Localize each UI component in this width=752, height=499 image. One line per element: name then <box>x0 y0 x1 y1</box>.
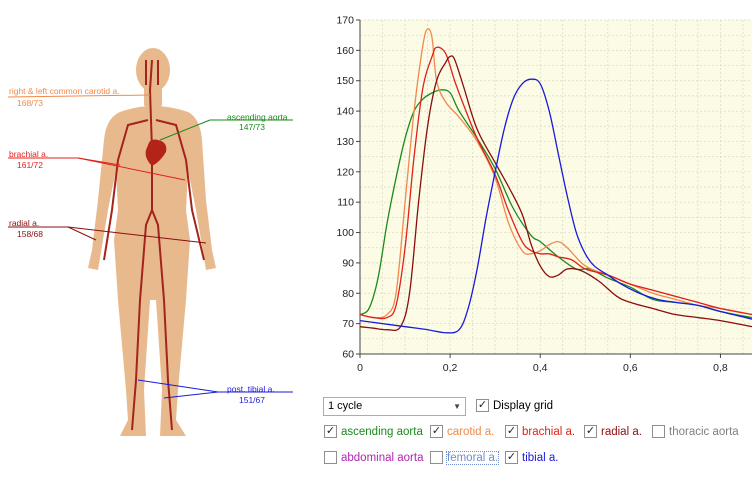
checkbox-abdominal-aorta-box[interactable] <box>324 451 337 464</box>
checkbox-tibial-box[interactable]: ✓ <box>505 451 518 464</box>
brachial-pointer-line-3 <box>77 157 186 181</box>
checkbox-carotid-label: carotid a. <box>447 426 495 438</box>
checkbox-carotid-box[interactable]: ✓ <box>430 425 443 438</box>
body-illustration-panel: right & left common carotid a. 168/73 as… <box>0 0 320 494</box>
series-line-brachial <box>359 46 752 320</box>
y-tick-label: 70 <box>342 318 354 330</box>
y-tick-label: 110 <box>337 197 354 209</box>
x-tick-label: 0 <box>357 362 363 374</box>
checkbox-femoral[interactable]: femoral a. <box>430 451 500 467</box>
checkbox-femoral-box[interactable] <box>430 451 443 464</box>
artery-network <box>103 59 205 431</box>
brachial-annotation-value: 161/72 <box>17 160 43 170</box>
radial-pointer-line-2 <box>67 226 97 241</box>
radial-pointer-line-3 <box>67 226 207 244</box>
carotid-annotation-name: right & left common carotid a. <box>9 86 120 96</box>
checkbox-radial-box[interactable]: ✓ <box>584 425 597 438</box>
checkbox-radial-label: radial a. <box>601 426 642 438</box>
display-grid-label: Display grid <box>493 400 554 412</box>
y-tick-label: 160 <box>336 45 354 57</box>
y-tick-label: 80 <box>342 288 354 300</box>
checkbox-abdominal-aorta-label: abdominal aorta <box>341 452 424 464</box>
checkbox-ascending-aorta-box[interactable]: ✓ <box>324 425 337 438</box>
checkbox-brachial[interactable]: ✓ brachial a. <box>505 425 575 441</box>
y-tick-label: 130 <box>336 136 354 148</box>
x-tick-label: 0,6 <box>623 362 638 374</box>
checkbox-thoracic-aorta-box[interactable] <box>652 425 665 438</box>
tibial-annotation-name: post. tibial a. <box>227 384 275 394</box>
y-tick-label: 150 <box>336 75 354 87</box>
checkbox-femoral-label: femoral a. <box>445 451 500 465</box>
checkbox-thoracic-aorta-label: thoracic aorta <box>669 426 739 438</box>
checkbox-tibial[interactable]: ✓ tibial a. <box>505 451 558 467</box>
y-tick-label: 90 <box>342 257 354 269</box>
checkbox-ascending-aorta[interactable]: ✓ ascending aorta <box>324 425 423 441</box>
chevron-down-icon[interactable]: ▼ <box>453 402 461 411</box>
series-line-radial <box>359 55 752 332</box>
y-tick-label: 60 <box>342 349 354 361</box>
checkbox-radial[interactable]: ✓ radial a. <box>584 425 642 441</box>
y-tick-label: 140 <box>336 106 354 118</box>
display-grid-checkbox[interactable]: ✓ Display grid <box>476 399 553 415</box>
checkbox-ascending-aorta-label: ascending aorta <box>341 426 423 438</box>
heart-icon <box>145 139 167 166</box>
carotid-annotation-value: 168/73 <box>17 98 43 108</box>
human-body-figure <box>7 48 293 436</box>
brachial-annotation-name: brachial a. <box>9 149 49 159</box>
x-tick-label: 0,4 <box>533 362 548 374</box>
ascending-pointer-line <box>159 119 211 141</box>
y-tick-label: 170 <box>336 15 354 27</box>
display-grid-checkbox-box[interactable]: ✓ <box>476 399 489 412</box>
checkbox-brachial-label: brachial a. <box>522 426 576 438</box>
x-tick-label: 0,2 <box>443 362 458 374</box>
body-silhouette <box>88 48 216 436</box>
checkbox-abdominal-aorta[interactable]: abdominal aorta <box>324 451 423 467</box>
tibial-pointer-line <box>137 379 219 393</box>
y-tick-label: 100 <box>336 227 354 239</box>
x-tick-label: 0,8 <box>713 362 728 374</box>
series-line-tibial <box>359 78 752 334</box>
cycle-select-value: 1 cycle <box>328 400 363 412</box>
ascending-annotation-value: 147/73 <box>239 122 265 132</box>
checkbox-tibial-label: tibial a. <box>522 452 559 464</box>
tibial-pointer-line-2 <box>163 391 219 399</box>
tibial-annotation-value: 151/67 <box>239 395 265 405</box>
checkbox-brachial-box[interactable]: ✓ <box>505 425 518 438</box>
cycle-select[interactable]: 1 cycle ▼ <box>323 397 466 416</box>
y-tick-label: 120 <box>336 166 354 178</box>
carotid-pointer-line <box>7 94 151 98</box>
checkbox-carotid[interactable]: ✓ carotid a. <box>430 425 494 441</box>
checkbox-thoracic-aorta[interactable]: thoracic aorta <box>652 425 739 441</box>
radial-annotation-name: radial a. <box>9 218 40 228</box>
ascending-annotation-name: ascending aorta <box>227 112 288 122</box>
radial-annotation-value: 158/68 <box>17 229 43 239</box>
pressure-waveform-chart: 60 70 80 90 100 110 120 130 140 150 160 170 0 0,2 0,4 0… <box>336 15 752 374</box>
